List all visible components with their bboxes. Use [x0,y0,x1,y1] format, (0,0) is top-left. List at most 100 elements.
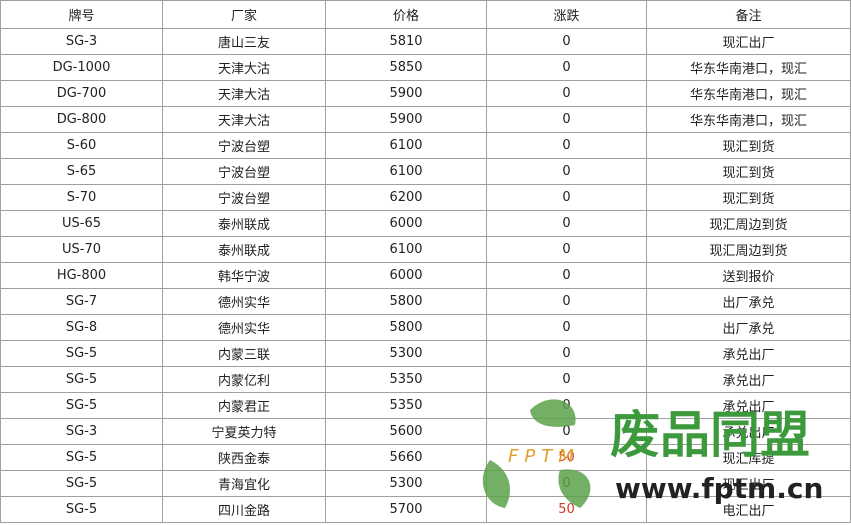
table-cell: 5800 [325,314,487,341]
table-cell: SG-5 [0,340,163,367]
table-cell: 5350 [325,392,487,419]
table-cell: 0 [486,340,647,367]
table-cell: 5900 [325,106,487,133]
table-row: SG-7 德州实华 5800 0 出厂承兑 [0,288,851,315]
table-cell: 5810 [325,28,487,55]
table-cell: SG-3 [0,28,163,55]
table-cell: 0 [486,132,647,159]
table-cell: 0 [486,210,647,237]
table-cell: 5600 [325,418,487,445]
table-cell: 内蒙君正 [162,392,326,419]
table-cell: 天津大沽 [162,106,326,133]
table-cell: 6100 [325,158,487,185]
table-row: S-70 宁波台塑 6200 0 现汇到货 [0,184,851,211]
header-cell: 价格 [325,0,487,29]
header-cell: 厂家 [162,0,326,29]
table-cell: 5800 [325,288,487,315]
table-row: S-60 宁波台塑 6100 0 现汇到货 [0,132,851,159]
watermark-url: www.fptm.cn [615,472,823,505]
table-cell: 宁夏英力特 [162,418,326,445]
table-cell: SG-8 [0,314,163,341]
table-cell: 0 [486,366,647,393]
table-cell: 5700 [325,496,487,523]
table-cell: 0 [486,106,647,133]
table-cell: 现汇周边到货 [646,210,851,237]
table-cell: SG-5 [0,392,163,419]
table-cell: 0 [486,314,647,341]
table-cell: SG-5 [0,470,163,497]
table-cell: 泰州联成 [162,236,326,263]
table-row: HG-800 韩华宁波 6000 0 送到报价 [0,262,851,289]
table-cell: 6200 [325,184,487,211]
table-cell: 内蒙三联 [162,340,326,367]
table-row: DG-800 天津大沽 5900 0 华东华南港口，现汇 [0,106,851,133]
table-cell: 出厂承兑 [646,288,851,315]
table-cell: SG-7 [0,288,163,315]
table-body: SG-3 唐山三友 5810 0 现汇出厂 DG-1000 天津大沽 5850 0 华东华南港口，… [0,28,851,523]
table-row: SG-5青海宜化53000现汇出厂 [0,470,851,497]
table-row: DG-700 天津大沽 5900 0 华东华南港口，现汇 [0,80,851,107]
table-cell: 华东华南港口，现汇 [646,106,851,133]
header-cell: 备注 [646,0,851,29]
table-cell: 6000 [325,210,487,237]
watermark: FPTM 废品同盟 www.fptm.cn [482,399,823,508]
table-cell: 0 [486,54,647,81]
table-cell: 出厂承兑 [646,314,851,341]
table-cell: 承兑出厂 [646,340,851,367]
table-cell: 陕西金泰 [162,444,326,471]
table-cell: 6100 [325,132,487,159]
table-cell: DG-800 [0,106,163,133]
table-cell: S-60 [0,132,163,159]
table-cell: 5850 [325,54,487,81]
leaf [530,399,576,427]
table-cell: 6000 [325,262,487,289]
table-cell: 5900 [325,80,487,107]
header-cell: 涨跌 [486,0,647,29]
table-cell: 6100 [325,236,487,263]
watermark-brand: 废品同盟 [610,406,810,464]
table-cell: 5300 [325,470,487,497]
table-cell: 电汇出厂 [646,496,851,523]
table-cell: S-70 [0,184,163,211]
table-cell: S-65 [0,158,163,185]
header-row: 牌号 厂家 价格 涨跌 备注 [0,0,851,29]
table-cell: 现汇出厂 [646,28,851,55]
table-cell: 天津大沽 [162,54,326,81]
table-cell: HG-800 [0,262,163,289]
table-cell: 送到报价 [646,262,851,289]
watermark-abbr: FPTM [508,446,580,467]
header-cell: 牌号 [0,0,163,29]
table-row: US-65 泰州联成 6000 0 现汇周边到货 [0,210,851,237]
table-row: SG-5 内蒙三联 5300 0 承兑出厂 [0,340,851,367]
table-cell: DG-1000 [0,54,163,81]
table-row: US-70 泰州联成 6100 0 现汇周边到货 [0,236,851,263]
table-row: SG-5 陕西金泰 5660 50 现汇库提 [0,444,851,471]
leaf [558,469,591,508]
table-cell: 天津大沽 [162,80,326,107]
table-cell: 现汇到货 [646,158,851,185]
table-cell: 华东华南港口，现汇 [646,80,851,107]
table-cell: SG-5 [0,444,163,471]
table-cell: 四川金路 [162,496,326,523]
table-cell: SG-5 [0,366,163,393]
table-row: SG-8 德州实华 5800 0 出厂承兑 [0,314,851,341]
table-row: S-65 宁波台塑 6100 0 现汇到货 [0,158,851,185]
table-cell: DG-700 [0,80,163,107]
table-row: SG-3 唐山三友 5810 0 现汇出厂 [0,28,851,55]
table-cell: SG-3 [0,418,163,445]
table-cell: 泰州联成 [162,210,326,237]
table-cell: US-70 [0,236,163,263]
table-cell: 0 [486,28,647,55]
table-cell: 5300 [325,340,487,367]
table-cell: 宁波台塑 [162,158,326,185]
table-cell: 5350 [325,366,487,393]
table-cell: 宁波台塑 [162,132,326,159]
table-cell: 0 [486,184,647,211]
table-cell: 0 [486,262,647,289]
table-cell: 承兑出厂 [646,366,851,393]
table-cell: 0 [486,158,647,185]
table-cell: SG-5 [0,496,163,523]
table-cell: 青海宜化 [162,470,326,497]
